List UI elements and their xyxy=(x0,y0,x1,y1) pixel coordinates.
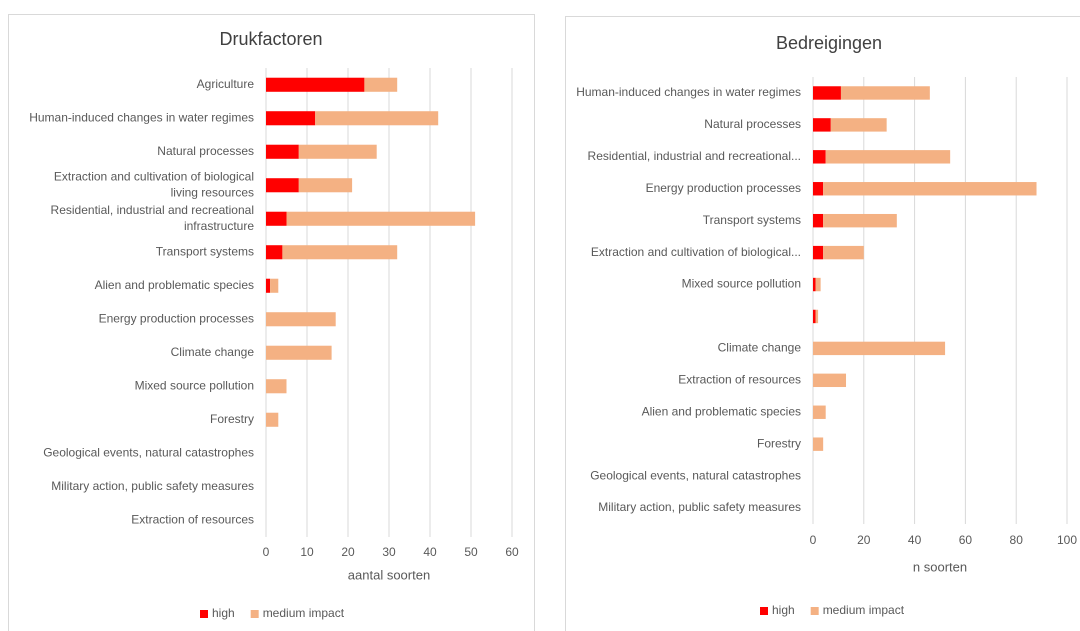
bar-segment xyxy=(266,312,336,327)
bar-segment xyxy=(815,309,819,324)
y-tick-label: Energy production processes xyxy=(646,181,801,195)
legend-label: high xyxy=(212,606,235,620)
panel xyxy=(565,16,1080,631)
y-tick-label: Extraction and cultivation of biological… xyxy=(591,245,801,259)
bar-segment xyxy=(298,144,377,159)
bar-segment xyxy=(266,178,299,193)
chart-title: Bedreigingen xyxy=(776,33,882,53)
bar-segment xyxy=(813,437,824,451)
y-tick-label: Residential, industrial and recreational… xyxy=(588,149,801,163)
bar-segment xyxy=(315,111,439,126)
x-tick-label: 40 xyxy=(908,533,922,547)
legend-swatch xyxy=(250,610,259,618)
bar-segment xyxy=(266,111,316,126)
bar-segment xyxy=(823,182,1037,196)
bar-segment xyxy=(282,245,398,260)
y-tick-label: Residential, industrial and recreational… xyxy=(51,203,255,233)
y-tick-label: Geological events, natural catastrophes xyxy=(43,445,254,459)
y-tick-label: Extraction and cultivation of biological… xyxy=(54,169,254,199)
legend-label: medium impact xyxy=(823,603,905,617)
legend-label: medium impact xyxy=(263,606,345,620)
y-tick-label: Agriculture xyxy=(197,77,255,91)
bar-segment xyxy=(813,182,824,196)
y-tick-label: Human-induced changes in water regimes xyxy=(29,110,254,124)
x-tick-label: 60 xyxy=(505,545,519,559)
bar-segment xyxy=(813,118,831,132)
x-tick-label: 30 xyxy=(382,545,396,559)
legend-swatch xyxy=(810,607,819,615)
bar-segment xyxy=(823,245,864,260)
y-tick-label: Human-induced changes in water regimes xyxy=(576,85,801,99)
bar-segment xyxy=(840,86,930,100)
bar-segment xyxy=(298,178,353,193)
y-tick-label: Extraction of resources xyxy=(678,372,801,386)
bar-segment xyxy=(813,341,946,356)
y-tick-label: Forestry xyxy=(757,436,801,450)
y-tick-label: Climate change xyxy=(718,341,802,355)
bar-segment xyxy=(813,277,816,292)
bar-segment xyxy=(823,213,897,228)
bar-segment xyxy=(266,245,283,260)
x-tick-label: 80 xyxy=(1010,533,1024,547)
bar-segment xyxy=(813,373,847,388)
x-axis-title: n soorten xyxy=(913,559,967,574)
bar-segment xyxy=(266,211,287,226)
x-tick-label: 60 xyxy=(959,533,973,547)
y-tick-label: Alien and problematic species xyxy=(642,404,801,418)
bar-segment xyxy=(813,245,824,260)
y-tick-label: Climate change xyxy=(171,345,255,359)
legend-swatch xyxy=(200,610,208,618)
x-tick-label: 0 xyxy=(263,545,270,559)
x-tick-label: 50 xyxy=(464,545,478,559)
bar-segment xyxy=(266,379,287,394)
chart-title: Drukfactoren xyxy=(219,29,322,49)
y-tick-label: Energy production processes xyxy=(99,311,254,325)
y-tick-label: Natural processes xyxy=(157,144,254,158)
bar-segment xyxy=(830,118,887,132)
bar-segment xyxy=(813,213,824,228)
bar-segment xyxy=(813,405,826,419)
y-tick-label: Extraction of resources xyxy=(131,512,254,526)
y-tick-label: Transport systems xyxy=(703,213,801,227)
bar-segment xyxy=(364,77,398,92)
x-tick-label: 20 xyxy=(857,533,871,547)
y-tick-label: Alien and problematic species xyxy=(95,278,254,292)
y-tick-label: Transport systems xyxy=(156,244,254,258)
x-axis-title: aantal soorten xyxy=(348,567,430,582)
y-tick-label: Mixed source pollution xyxy=(682,277,801,291)
bar-segment xyxy=(266,345,332,360)
bar-segment xyxy=(813,150,826,164)
y-tick-label: Military action, public safety measures xyxy=(598,500,801,514)
bar-segment xyxy=(813,309,816,324)
x-tick-label: 0 xyxy=(810,533,817,547)
bar-segment xyxy=(815,277,821,292)
bar-segment xyxy=(266,77,365,92)
x-tick-label: 100 xyxy=(1057,533,1077,547)
y-tick-label: Forestry xyxy=(210,412,254,426)
y-tick-label: Military action, public safety measures xyxy=(51,479,254,493)
legend-label: high xyxy=(772,603,795,617)
x-tick-label: 40 xyxy=(423,545,437,559)
bar-segment xyxy=(266,278,271,293)
bar-segment xyxy=(286,211,476,226)
bar-segment xyxy=(813,86,841,100)
bar-segment xyxy=(825,150,951,164)
x-tick-label: 10 xyxy=(300,545,314,559)
y-tick-label: Natural processes xyxy=(704,117,801,131)
bar-segment xyxy=(270,278,279,293)
bar-segment xyxy=(266,412,279,427)
y-tick-label: Mixed source pollution xyxy=(135,378,254,392)
y-tick-label: Geological events, natural catastrophes xyxy=(590,468,801,482)
bar-segment xyxy=(266,144,299,159)
legend-swatch xyxy=(760,607,768,615)
x-tick-label: 20 xyxy=(341,545,355,559)
